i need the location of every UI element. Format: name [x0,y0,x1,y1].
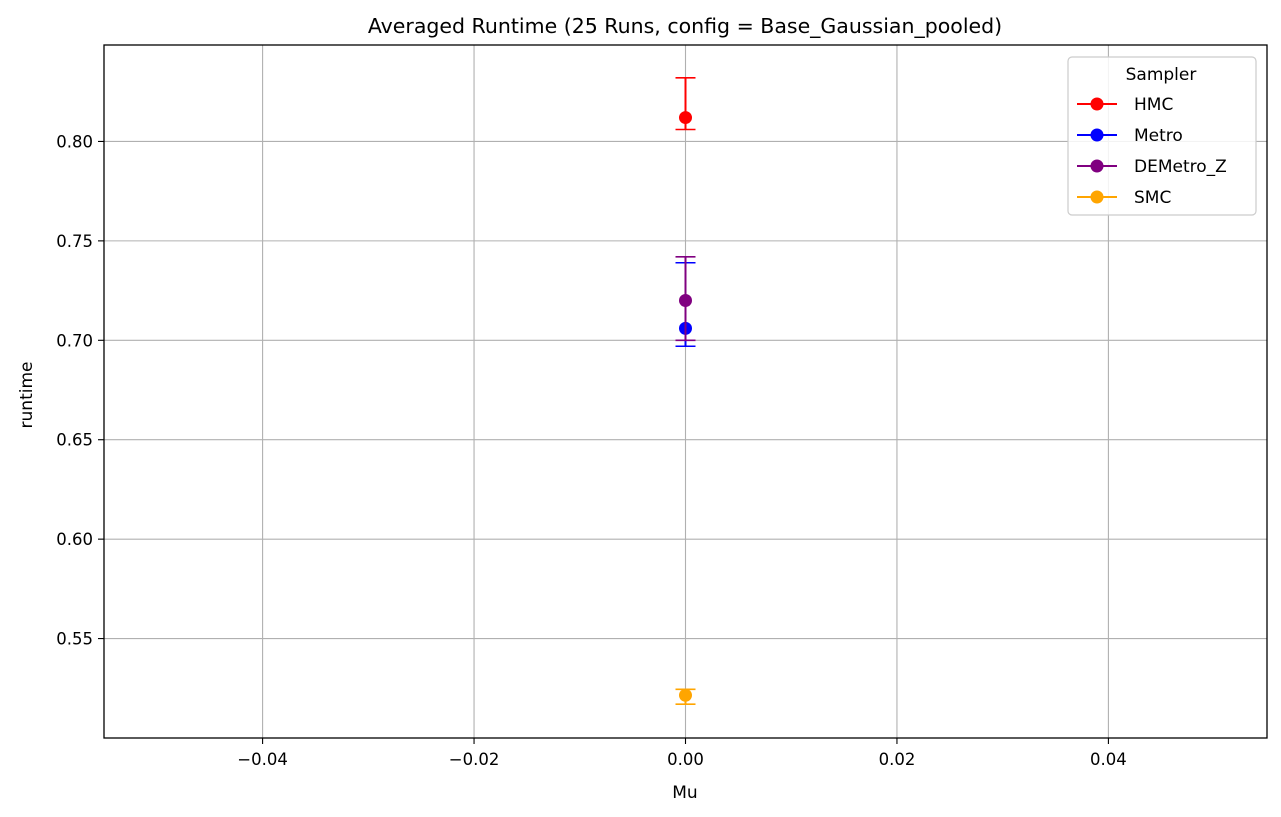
x-tick-label: −0.02 [449,750,500,769]
legend-items: HMC Metro DEMetro_Z SMC [1077,95,1227,208]
y-axis-label: runtime [17,362,37,429]
y-tick-label: 0.75 [56,232,93,251]
x-tick-label: 0.02 [879,750,916,769]
legend-marker [1090,190,1104,204]
x-axis-label: Mu [672,783,697,803]
y-tick-label: 0.70 [56,331,93,350]
series-hmc [675,77,696,131]
legend-label: HMC [1134,95,1173,115]
data-point [679,111,692,125]
data-point [679,294,692,308]
legend-label: DEMetro_Z [1134,157,1227,177]
y-tick-label: 0.80 [56,132,93,151]
legend-marker [1090,159,1104,173]
data-point [679,688,692,702]
legend-marker [1090,97,1104,111]
y-tick-label: 0.60 [56,530,93,549]
legend-title: Sampler [1126,65,1197,85]
legend-item-hmc: HMC [1077,95,1173,115]
x-tick-label: −0.04 [237,750,288,769]
x-tick-label: 0.00 [667,750,704,769]
legend-item-metro: Metro [1077,126,1183,146]
series-smc [675,688,696,705]
y-tick-label: 0.55 [56,630,93,649]
chart-title: Averaged Runtime (25 Runs, config = Base… [368,14,1002,39]
legend-marker [1090,128,1104,142]
series-layer [675,77,696,705]
legend-label: SMC [1134,188,1171,208]
x-tick-label: 0.04 [1090,750,1127,769]
legend-label: Metro [1134,126,1183,146]
legend-item-demetro-z: DEMetro_Z [1077,157,1227,177]
series-demetro-z [675,255,696,342]
legend-item-smc: SMC [1077,188,1171,208]
legend-box [1067,56,1257,216]
y-tick-label: 0.65 [56,431,93,450]
legend: Sampler HMC Metro DEMetro_Z SMC [1067,56,1257,216]
axis-ticks: −0.04 −0.02 0.00 0.02 0.04 0.55 0.60 0.65 0.70 0.… [56,132,1127,769]
